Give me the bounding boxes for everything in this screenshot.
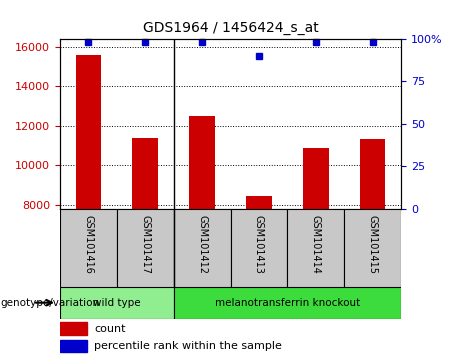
Bar [230, 209, 287, 287]
Bar [303, 148, 329, 209]
Bar [132, 138, 158, 209]
Text: melanotransferrin knockout: melanotransferrin knockout [215, 298, 360, 308]
Bar [174, 287, 401, 319]
Bar [246, 196, 272, 209]
Bar [60, 209, 117, 287]
Title: GDS1964 / 1456424_s_at: GDS1964 / 1456424_s_at [142, 21, 319, 35]
Bar [287, 209, 344, 287]
Bar [360, 139, 385, 209]
Text: genotype/variation: genotype/variation [0, 298, 99, 308]
Bar [60, 340, 87, 352]
Text: count: count [94, 324, 125, 333]
Bar [117, 209, 174, 287]
Text: GSM101414: GSM101414 [311, 215, 321, 274]
Text: GSM101416: GSM101416 [83, 215, 94, 274]
Bar [189, 116, 215, 209]
Text: GSM101413: GSM101413 [254, 215, 264, 274]
Bar [344, 209, 401, 287]
Bar [174, 209, 230, 287]
Text: percentile rank within the sample: percentile rank within the sample [94, 341, 282, 351]
Bar [60, 287, 174, 319]
Bar [76, 55, 101, 209]
Text: GSM101417: GSM101417 [140, 215, 150, 274]
Text: GSM101412: GSM101412 [197, 215, 207, 274]
Text: GSM101415: GSM101415 [367, 215, 378, 274]
Text: wild type: wild type [93, 298, 141, 308]
Bar [60, 322, 87, 335]
